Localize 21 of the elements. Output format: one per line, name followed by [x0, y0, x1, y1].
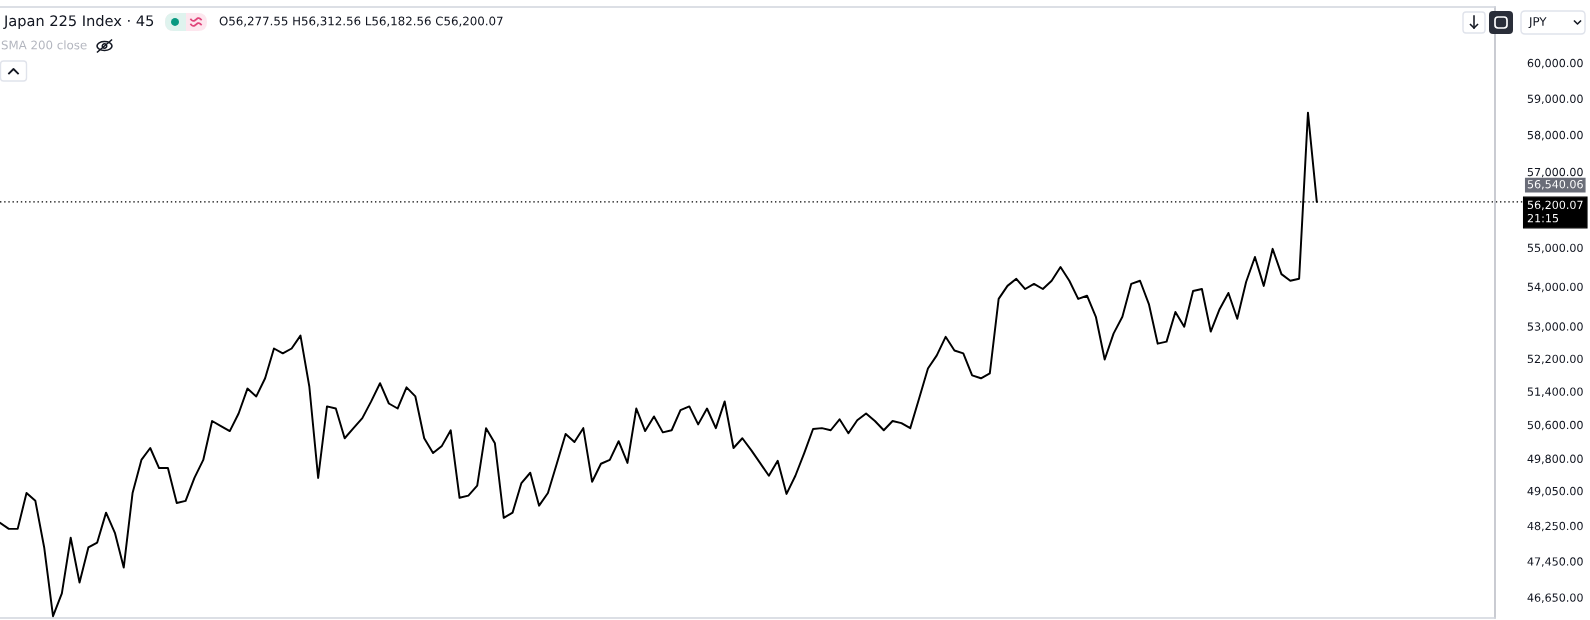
annotation: SMA 200 close [1, 40, 87, 50]
y-tick-label: 50,600.00 [1527, 420, 1583, 431]
text: 56,540.06 [1527, 180, 1583, 190]
annotation: O56,277.55 H56,312.56 L56,182.56 C56,200.07 [219, 16, 503, 27]
y-tick-label: 51,400.00 [1527, 387, 1583, 397]
y-tick-label: 48,250.00 [1527, 521, 1583, 532]
text: Japan 225 Index · 45 [3, 14, 154, 30]
y-tick-label: 47,450.00 [1527, 557, 1583, 567]
y-tick-label: 60,000.00 [1527, 58, 1583, 69]
y-tick-label: 59,000.00 [1527, 94, 1583, 105]
y-tick-label: 54,000.00 [1527, 282, 1583, 293]
y-tick-label: 55,000.00 [1527, 243, 1583, 254]
y-tick-label: 52,200.00 [1527, 354, 1583, 365]
y-tick-label: 57,000.00 [1527, 167, 1583, 178]
y-tick-label: 49,050.00 [1527, 486, 1583, 497]
y-tick-label: 58,000.00 [1527, 130, 1583, 141]
ref-line-label: 56,200.07 21:15 [1527, 200, 1583, 223]
y-tick-label: 46,650.00 [1527, 593, 1583, 603]
text: JPY [1528, 17, 1547, 29]
y-tick-label: 49,800.00 [1527, 454, 1583, 465]
y-tick-label: 53,000.00 [1527, 322, 1583, 332]
